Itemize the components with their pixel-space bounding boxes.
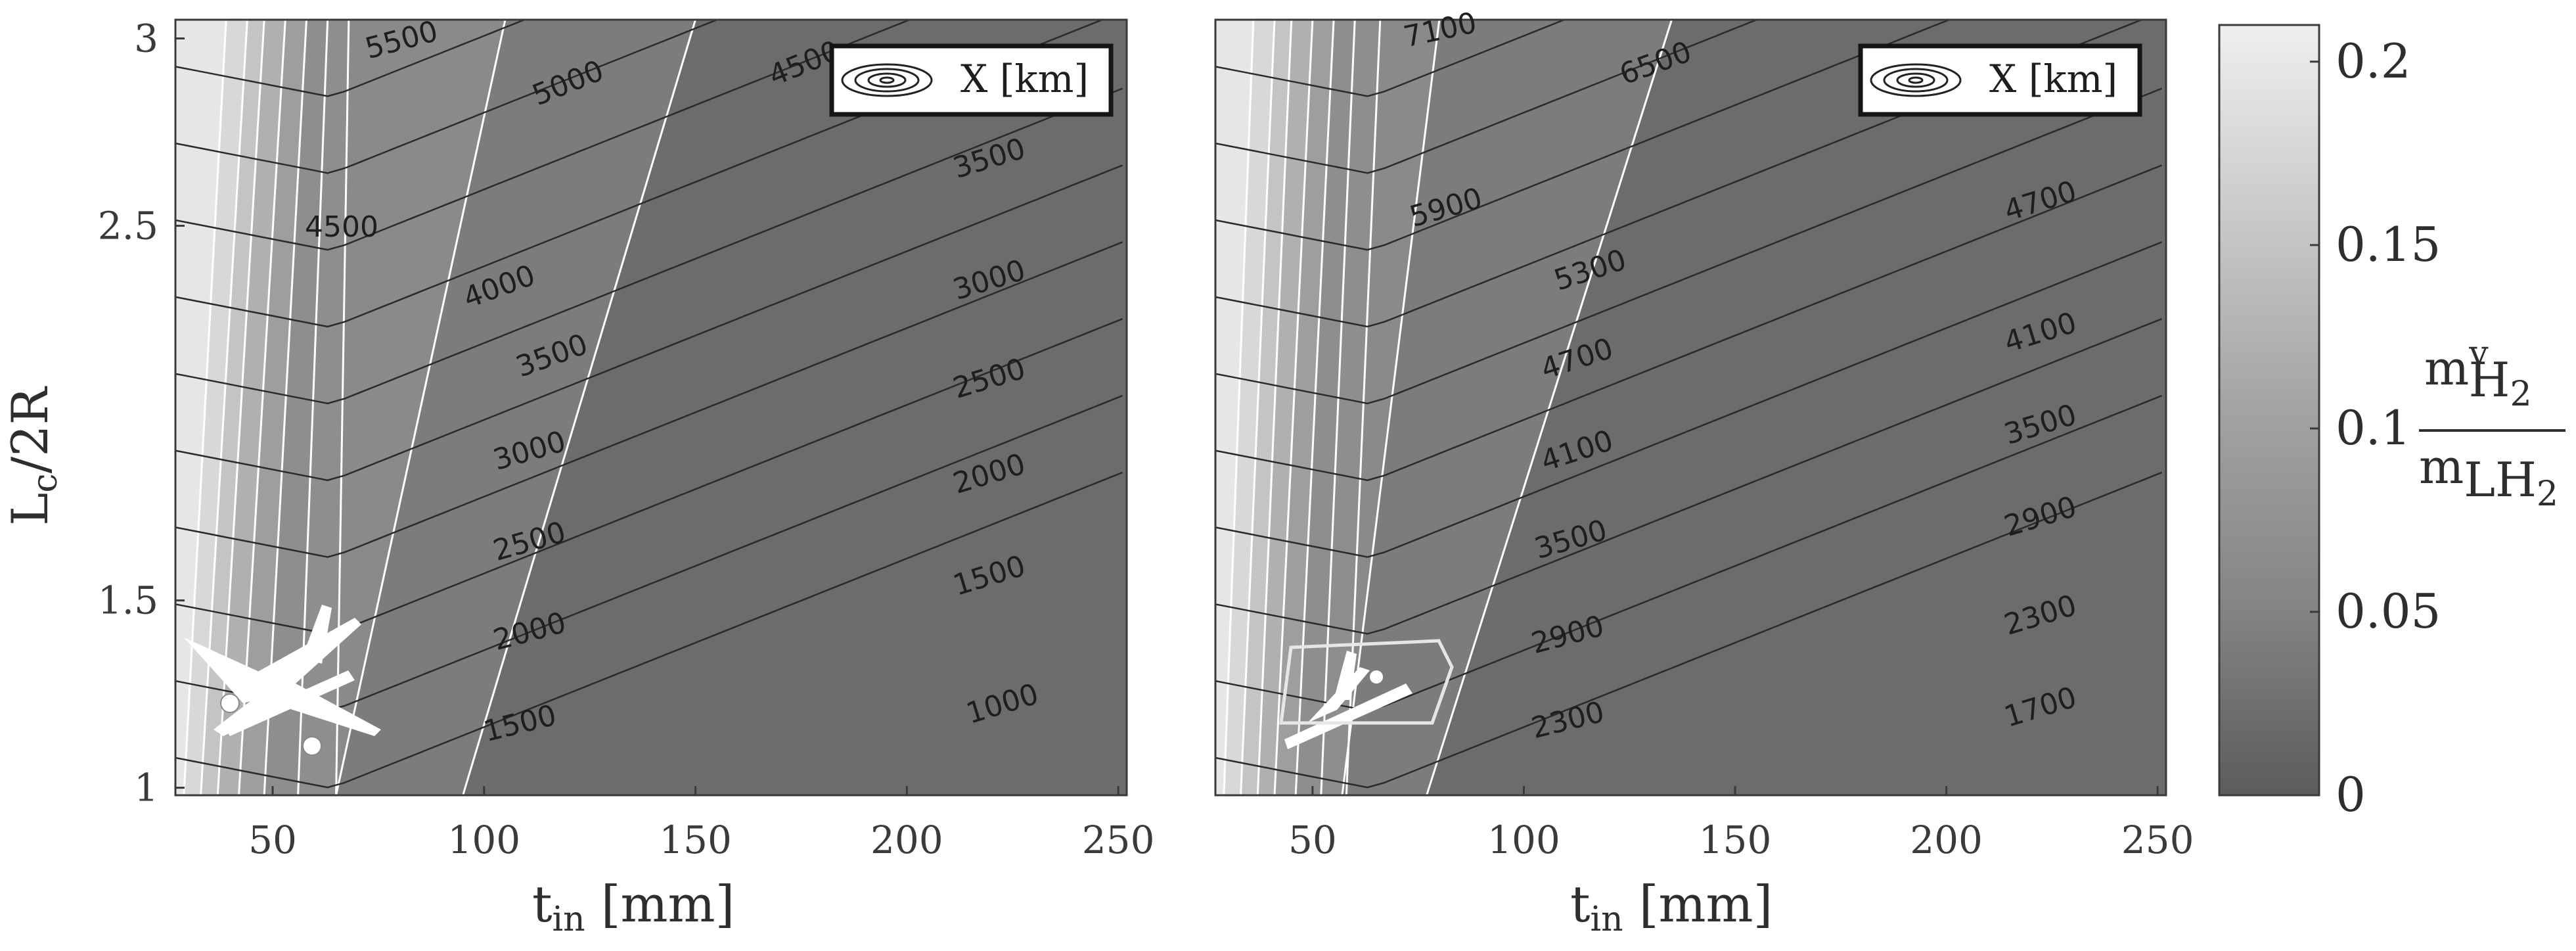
colorbar-tick-label: 0.2 [2336,34,2411,89]
contour-line [175,20,527,97]
x-tick-label: 200 [870,818,943,862]
region-band [200,20,265,795]
region-band [463,20,1127,795]
region-band [1257,20,1313,795]
x-tick-label: 250 [1082,818,1155,862]
region-band [1275,20,1334,795]
colorbar: 0.2 0.15 0.1 0.05 0 mvH2 mLH2 [2218,24,2565,822]
contour-line [1215,87,2163,405]
contour-line [175,471,1123,789]
white-isoline [335,20,507,795]
airplane-icon [184,605,381,756]
white-isoline [183,20,227,795]
y-tick-label: 3 [134,16,158,61]
white-isoline [1256,20,1293,795]
contour-line [1215,20,1567,97]
region-band [1215,20,1254,795]
colorbar-tick-label: 0.05 [2336,584,2441,639]
y-tick-label: 2.5 [98,204,158,248]
x-tick-label: 200 [1910,818,1983,862]
colorbar-tick-label: 0.1 [2336,400,2411,455]
white-isoline [1341,20,1441,795]
region-band [264,20,328,795]
y-tick-label: 1.5 [98,578,158,623]
contour-line [1215,318,2163,635]
white-isoline [200,20,248,795]
region-band [1321,20,1380,795]
contour-line [1215,0,2162,20]
white-isoline [462,20,697,795]
left-legend: X [km] [829,43,1114,117]
contour-line [175,164,1123,481]
region-band [238,20,307,795]
svg-text:tin [mm]: tin [mm] [532,875,734,939]
right-x-axis-label: tin [mm] [1570,875,1773,939]
x-tick-label: 150 [1699,818,1772,862]
region-band [1426,20,2166,795]
contour-line [175,20,913,251]
region-band [183,20,248,795]
concentric-ellipses-icon [841,63,933,97]
contour-line [1215,164,2163,481]
white-isoline [1294,20,1335,795]
white-isoline [335,20,350,795]
contour-line [175,87,1123,405]
region-band [298,20,349,795]
left-plot-frame [174,18,1128,797]
contour-line [175,0,1123,20]
colorbar-tick-label: 0 [2336,767,2366,822]
x-tick-label: 100 [447,818,520,862]
left-x-axis-label: tin [mm] [532,875,734,939]
region-band [1223,20,1275,795]
svg-text:mvH2: mvH2 [2424,334,2532,414]
svg-text:Lc/2R: Lc/2R [1,385,65,526]
colorbar-label: mvH2 mLH2 [2419,334,2565,514]
contour-line [1215,471,2163,789]
x-tick-label: 50 [248,818,297,862]
contour-label: 4500 [305,210,378,244]
legend-label: X [km] [1989,57,2117,101]
x-tick-label: 250 [2121,818,2194,862]
region-band [217,20,286,795]
white-isoline [1273,20,1314,795]
right-contour-plot: 1700230023002900290035003500410041004700… [1214,0,2194,862]
contour-line [1215,20,1759,174]
left-contour-plot: 1000150015002000200025002500300030003500… [98,0,1155,862]
white-isoline [1426,20,1673,795]
white-isoline [1320,20,1356,795]
contour-line [175,20,719,174]
right-plot-frame [1214,18,2167,797]
airplane-icon [1279,639,1454,749]
right-legend: X [km] [1858,43,2142,117]
y-tick-label: 1 [134,766,158,810]
x-tick-label: 150 [659,818,732,862]
region-band [1342,20,1672,795]
svg-text:mLH2: mLH2 [2419,439,2558,514]
white-isoline [1240,20,1276,795]
contour-line [175,241,1123,558]
region-band [1296,20,1355,795]
colorbar-tick-label: 0.15 [2336,217,2441,272]
contour-line [1215,241,2163,558]
legend-label: X [km] [960,57,1089,101]
region-band [175,20,227,795]
colorbar-gradient [2218,24,2320,797]
region-band [1240,20,1292,795]
left-y-axis-label: Lc/2R [1,385,65,526]
concentric-ellipses-icon [1870,63,1962,97]
svg-text:tin [mm]: tin [mm] [1570,875,1773,939]
x-tick-label: 50 [1288,818,1337,862]
contour-line [1215,20,1952,251]
x-tick-label: 100 [1487,818,1560,862]
